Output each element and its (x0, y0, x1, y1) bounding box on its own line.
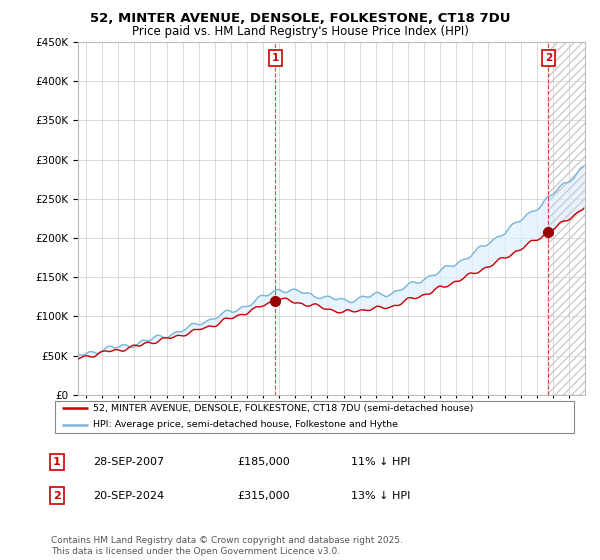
Text: 20-SEP-2024: 20-SEP-2024 (93, 491, 164, 501)
Text: 2: 2 (53, 491, 61, 501)
Text: 1: 1 (272, 53, 279, 63)
Text: HPI: Average price, semi-detached house, Folkestone and Hythe: HPI: Average price, semi-detached house,… (93, 421, 398, 430)
Text: 11% ↓ HPI: 11% ↓ HPI (351, 457, 410, 467)
Text: 2: 2 (545, 53, 552, 63)
Text: 52, MINTER AVENUE, DENSOLE, FOLKESTONE, CT18 7DU: 52, MINTER AVENUE, DENSOLE, FOLKESTONE, … (90, 12, 510, 25)
Text: 52, MINTER AVENUE, DENSOLE, FOLKESTONE, CT18 7DU (semi-detached house): 52, MINTER AVENUE, DENSOLE, FOLKESTONE, … (93, 404, 473, 413)
Text: Contains HM Land Registry data © Crown copyright and database right 2025.
This d: Contains HM Land Registry data © Crown c… (51, 536, 403, 556)
Text: 1: 1 (53, 457, 61, 467)
FancyBboxPatch shape (55, 400, 574, 433)
Text: 28-SEP-2007: 28-SEP-2007 (93, 457, 164, 467)
Text: Price paid vs. HM Land Registry's House Price Index (HPI): Price paid vs. HM Land Registry's House … (131, 25, 469, 38)
Text: £315,000: £315,000 (237, 491, 290, 501)
Text: 13% ↓ HPI: 13% ↓ HPI (351, 491, 410, 501)
Text: £185,000: £185,000 (237, 457, 290, 467)
